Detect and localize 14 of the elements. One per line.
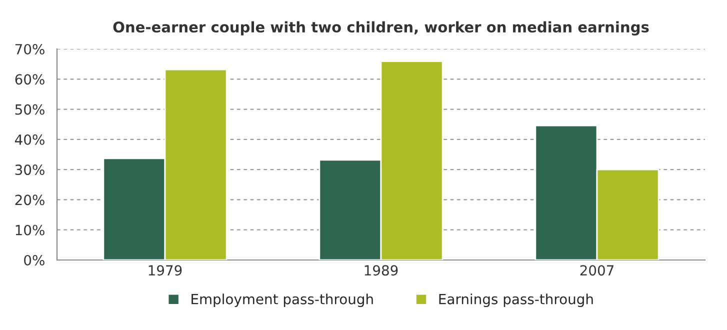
y-tick-label: 20% (15, 194, 44, 206)
chart-title: One-earner couple with two children, worker on median earnings (113, 21, 649, 36)
y-tick-label: 30% (15, 164, 44, 176)
y-tick-label: 60% (15, 74, 44, 85)
x-tick-label: 1979 (148, 265, 182, 276)
x-tick-label: 1989 (364, 265, 398, 276)
legend-label: Employment pass-through (192, 294, 373, 308)
y-tick-label: 70% (15, 44, 44, 54)
y-tick-label: 40% (15, 134, 44, 145)
y-tick-label: 50% (15, 104, 44, 115)
y-tick-label: 10% (16, 224, 44, 236)
legend-label: Earnings pass-through (439, 294, 593, 308)
y-tick-label: 0% (24, 254, 44, 266)
x-tick-label: 2007 (580, 265, 614, 276)
